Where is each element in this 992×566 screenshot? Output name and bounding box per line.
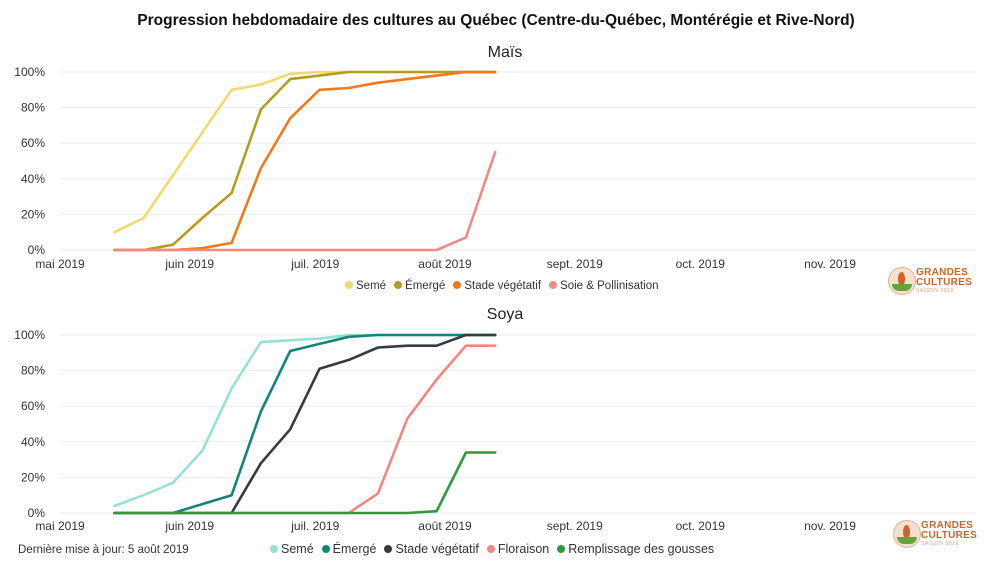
legend-item: Émergé xyxy=(394,280,445,292)
series-line-soya-1 xyxy=(113,333,497,515)
x-tick-label-mais: sept. 2019 xyxy=(547,257,603,271)
y-tick-label-soya: 100% xyxy=(14,328,45,342)
series-line-mais-1 xyxy=(113,70,497,252)
page-title: Progression hebdomadaire des cultures au… xyxy=(137,12,855,29)
legend-label: Soie & Pollinisation xyxy=(560,280,659,292)
series-line-soya-2 xyxy=(113,333,497,515)
legend-label: Semé xyxy=(281,542,314,556)
legend-item: Soie & Pollinisation xyxy=(549,280,659,292)
chart-title-mais: Maïs xyxy=(488,44,523,61)
series-line-soya-4 xyxy=(113,451,497,515)
y-tick-label-mais: 60% xyxy=(21,136,45,150)
y-tick-label-mais: 100% xyxy=(14,65,45,79)
legend-label: Stade végétatif xyxy=(395,542,479,556)
legend-marker xyxy=(321,545,330,553)
y-tick-label-soya: 40% xyxy=(21,435,45,449)
y-tick-label-soya: 0% xyxy=(28,506,46,520)
legend-marker xyxy=(270,545,278,553)
y-tick-label-soya: 60% xyxy=(21,399,45,413)
legend-item: Stade végétatif xyxy=(453,280,541,292)
y-tick-label-mais: 0% xyxy=(28,243,46,257)
last-updated: Dernière mise à jour: 5 août 2019 xyxy=(18,544,189,556)
legend-marker xyxy=(549,281,558,289)
legend-label: Floraison xyxy=(497,542,550,556)
x-tick-label-soya: nov. 2019 xyxy=(804,519,856,533)
x-tick-label-soya: juil. 2019 xyxy=(290,519,339,533)
legend-marker xyxy=(486,545,495,553)
grandes-cultures-logo: GRANDES CULTURES SAISON 2019 xyxy=(893,519,989,549)
x-tick-label-soya: juin 2019 xyxy=(164,519,214,533)
legend-label: Émergé xyxy=(405,280,446,292)
legend-soya: Semé Émergé Stade végétatif Floraison Rempli… xyxy=(270,542,722,556)
logo-line-1: GRANDES xyxy=(921,520,974,531)
x-tick-label-mais: nov. 2019 xyxy=(804,257,856,271)
chart-title-soya: Soya xyxy=(487,306,524,323)
legend-label: Stade végétatif xyxy=(464,280,542,292)
x-tick-label-soya: mai 2019 xyxy=(35,519,85,533)
legend-marker xyxy=(384,545,393,553)
logo-line-3: SAISON 2019 xyxy=(921,541,960,547)
x-tick-label-mais: juin 2019 xyxy=(164,257,214,271)
series-line-mais-0 xyxy=(113,70,497,234)
series-line-mais-3 xyxy=(113,150,497,252)
x-tick-label-mais: oct. 2019 xyxy=(676,257,726,271)
x-tick-label-mais: août 2019 xyxy=(418,257,472,271)
x-tick-label-mais: mai 2019 xyxy=(35,257,85,271)
x-tick-label-soya: oct. 2019 xyxy=(676,519,726,533)
legend-label: Semé xyxy=(356,280,387,292)
x-tick-label-soya: sept. 2019 xyxy=(547,519,603,533)
legend-marker xyxy=(557,545,566,553)
farmer-icon xyxy=(893,520,921,548)
legend-mais: Semé Émergé Stade végétatif Soie & Pollinis… xyxy=(345,280,667,292)
legend-item: Semé xyxy=(345,280,386,292)
grandes-cultures-logo: GRANDES CULTURES SAISON 2019 xyxy=(888,266,984,296)
y-tick-label-mais: 40% xyxy=(21,172,45,186)
legend-item: Remplissage des gousses xyxy=(557,542,714,556)
y-tick-label-mais: 20% xyxy=(21,207,45,221)
legend-item: Floraison xyxy=(486,542,550,556)
legend-label: Remplissage des gousses xyxy=(568,542,715,556)
y-tick-label-mais: 80% xyxy=(21,101,45,115)
legend-label: Émergé xyxy=(332,542,377,556)
y-tick-label-soya: 20% xyxy=(21,470,45,484)
legend-item: Stade végétatif xyxy=(384,542,479,556)
legend-marker xyxy=(453,281,462,289)
x-tick-label-soya: août 2019 xyxy=(418,519,472,533)
logo-line-2: CULTURES xyxy=(916,277,973,288)
y-tick-label-soya: 80% xyxy=(21,364,45,378)
series-line-soya-0 xyxy=(113,333,497,508)
logo-line-3: SAISON 2019 xyxy=(916,288,955,294)
logo-line-2: CULTURES xyxy=(921,530,978,541)
farmer-icon xyxy=(888,267,916,295)
legend-marker xyxy=(394,281,403,289)
series-line-mais-2 xyxy=(113,70,497,252)
legend-item: Semé xyxy=(270,542,314,556)
x-tick-label-mais: juil. 2019 xyxy=(290,257,339,271)
legend-marker xyxy=(345,281,353,289)
logo-line-1: GRANDES xyxy=(916,267,969,278)
legend-item: Émergé xyxy=(321,542,377,556)
